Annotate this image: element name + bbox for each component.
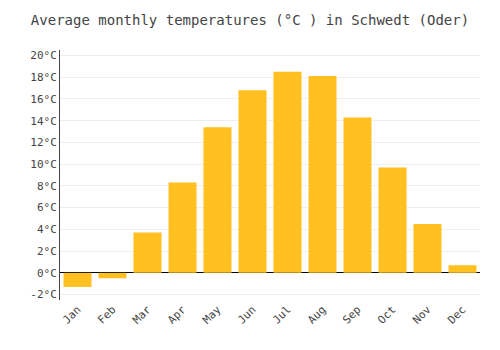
svg-text:Average monthly temperatures (: Average monthly temperatures (°C ) in Sc… — [31, 12, 469, 28]
svg-text:Jan: Jan — [60, 303, 83, 326]
svg-text:Nov: Nov — [410, 303, 434, 327]
svg-text:4°C: 4°C — [37, 223, 57, 236]
svg-text:10°C: 10°C — [30, 158, 57, 171]
svg-text:14°C: 14°C — [30, 115, 57, 128]
svg-text:0°C: 0°C — [37, 267, 57, 280]
svg-text:Apr: Apr — [165, 303, 189, 327]
svg-text:Jun: Jun — [235, 303, 258, 326]
svg-text:Feb: Feb — [95, 303, 118, 326]
svg-text:2°C: 2°C — [37, 245, 57, 258]
svg-text:16°C: 16°C — [30, 93, 57, 106]
svg-text:May: May — [200, 303, 224, 327]
svg-text:Sep: Sep — [340, 303, 363, 326]
svg-text:Mar: Mar — [130, 303, 154, 327]
svg-text:Jul: Jul — [270, 303, 293, 326]
svg-text:-2°C: -2°C — [30, 288, 57, 301]
svg-text:Oct: Oct — [375, 303, 398, 326]
svg-text:Dec: Dec — [445, 303, 468, 326]
svg-text:6°C: 6°C — [37, 201, 57, 214]
svg-text:20°C: 20°C — [30, 49, 57, 62]
svg-text:18°C: 18°C — [30, 71, 57, 84]
svg-text:Aug: Aug — [305, 303, 328, 326]
svg-text:12°C: 12°C — [30, 136, 57, 149]
svg-text:8°C: 8°C — [37, 180, 57, 193]
